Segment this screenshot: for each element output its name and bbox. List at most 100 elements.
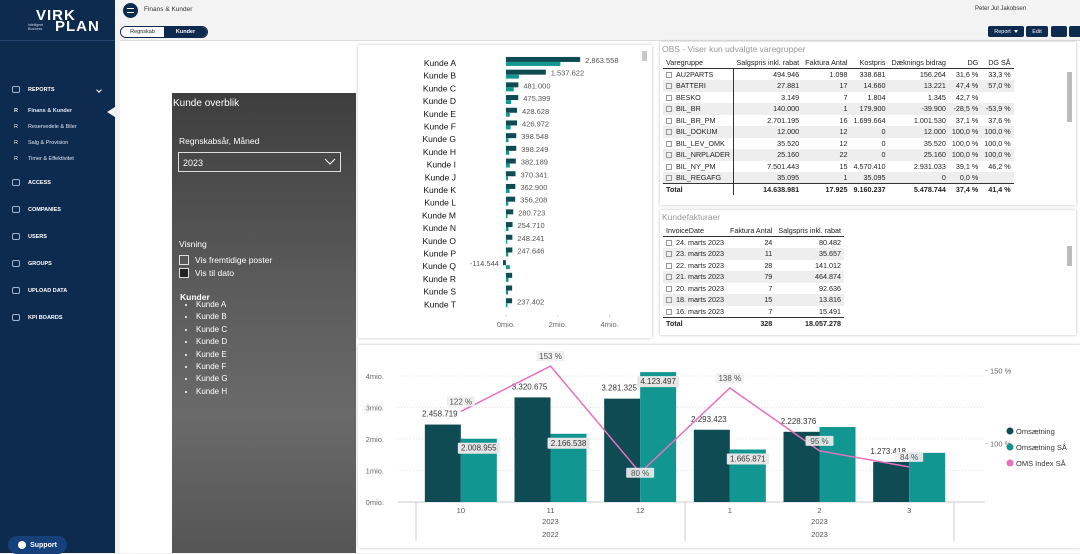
expand-icon[interactable] <box>666 140 672 147</box>
view-option[interactable]: Vis til dato <box>179 266 272 279</box>
column-header[interactable]: Varegruppe <box>663 57 734 69</box>
expand-icon[interactable] <box>666 117 672 124</box>
nav-label: GROUPS <box>28 260 52 267</box>
view-option[interactable]: Vis fremtidige poster <box>179 253 272 266</box>
nav-item[interactable]: ACCESS <box>12 179 51 186</box>
icon-button[interactable] <box>1069 26 1080 37</box>
nav-icon <box>12 233 20 240</box>
customer-item[interactable]: Kunde G <box>196 373 228 385</box>
user-name[interactable]: Peter Jul Jakobsen <box>975 6 1027 12</box>
topbar: Finans & Kunder Peter Jul Jakobsen Regns… <box>115 0 1080 40</box>
cell: BIL_NRPLADER <box>663 149 734 161</box>
column-header[interactable]: Kostpris <box>850 57 889 69</box>
column-header[interactable]: Salgspris inkl. rabat <box>733 57 803 69</box>
data-label: 3.281.325 <box>601 384 637 393</box>
active-indicator <box>107 107 115 117</box>
customer-item[interactable]: Kunde E <box>196 349 228 361</box>
expand-icon[interactable] <box>666 297 672 304</box>
expand-icon[interactable] <box>666 152 672 159</box>
category-label: Kunde S <box>423 287 456 297</box>
customer-item[interactable]: Kunde A <box>196 299 228 311</box>
expand-icon[interactable] <box>666 274 672 281</box>
bar <box>505 234 513 240</box>
label-background <box>637 376 680 388</box>
revenue-chart-card: 0mio. 1mio. 2mio. 3mio. 4mio. 100 % 150 % 10 11 1… <box>358 345 1080 548</box>
column-header[interactable]: DG SÅ <box>981 57 1014 69</box>
expand-icon[interactable] <box>666 262 672 269</box>
tab[interactable]: Kunder <box>164 27 207 37</box>
nav-item[interactable]: GROUPS <box>12 260 52 267</box>
page-title: Finans & Kunder <box>144 6 193 13</box>
column-header[interactable]: DG <box>948 57 982 69</box>
table-row: BATTERI 27.881 17 14.660 13.221 47,4 % 57,0 % <box>663 80 1014 92</box>
cell: 22. marts 2023 <box>663 260 727 272</box>
cell: 46,2 % <box>988 161 1011 171</box>
column-header[interactable]: InvoiceDate <box>663 225 727 237</box>
nav-item[interactable]: KPI BOARDS <box>12 314 63 321</box>
support-button[interactable]: Support <box>8 536 67 554</box>
nav-subitem[interactable]: R Timer & Effektivitet <box>14 156 74 162</box>
nav-item[interactable]: USERS <box>12 233 47 240</box>
nav-item[interactable]: COMPANIES <box>12 206 61 213</box>
nav-subitem[interactable]: R Reservedele & Biler <box>14 124 77 130</box>
legend-label[interactable]: OMS Index SÅ <box>1016 459 1066 468</box>
expand-icon[interactable] <box>666 94 672 101</box>
table-row: 24. marts 2023 24 80.482 <box>663 237 844 249</box>
cell: 41,4 % <box>981 183 1014 195</box>
expand-icon[interactable] <box>666 129 672 136</box>
column-header[interactable]: Salgspris inkl. rabat <box>775 225 845 237</box>
expand-icon[interactable] <box>666 308 672 315</box>
expand-icon[interactable] <box>666 175 672 182</box>
bar <box>505 100 512 105</box>
y-tick-label: 3mio. <box>366 404 384 413</box>
data-label: 370.341 <box>521 170 548 179</box>
nav-item[interactable]: REPORTS <box>12 86 115 93</box>
category-label: Kunde H <box>423 147 456 157</box>
view-option-label: Vis fremtidige poster <box>195 254 273 265</box>
expand-icon[interactable] <box>666 240 672 247</box>
nav-subitem[interactable]: R Finans & Kunder <box>14 108 72 114</box>
customer-item[interactable]: Kunde D <box>196 336 228 348</box>
legend-label[interactable]: Omsætning <box>1016 427 1055 436</box>
customer-item[interactable]: Kunde C <box>196 324 228 336</box>
tab[interactable]: Regnskab <box>121 27 164 37</box>
nav-icon <box>12 260 20 267</box>
nav-item[interactable]: UPLOAD DATA <box>12 287 67 294</box>
cell: 11 <box>726 248 776 260</box>
customer-item[interactable]: Kunde H <box>196 386 228 398</box>
bar <box>640 372 677 502</box>
nav-subitem[interactable]: R Salg & Provision <box>14 140 68 146</box>
cell: BESKO <box>663 92 733 104</box>
toolbar-button[interactable]: Report <box>988 26 1024 37</box>
nav: REPORTS R Finans & Kunder R Reservedele & Bi… <box>0 0 115 540</box>
expand-icon[interactable] <box>666 106 672 113</box>
toolbar-button[interactable]: Edit <box>1026 26 1048 37</box>
cell: 5.478.744 <box>888 183 949 195</box>
cell <box>981 172 1014 184</box>
expand-icon[interactable] <box>666 72 672 79</box>
customer-item[interactable]: Kunde B <box>196 311 228 323</box>
header-row: Varegruppe Salgspris inkl. rabat Faktura A… <box>663 57 1014 69</box>
expand-icon[interactable] <box>666 163 672 170</box>
column-header[interactable]: Dæknings bidrag <box>888 57 949 69</box>
period-dropdown[interactable]: 2023 <box>178 152 341 172</box>
column-header[interactable]: Faktura Antal <box>726 225 776 237</box>
category-label: Kunde F <box>424 121 456 131</box>
column-header[interactable]: Faktura Antal <box>802 57 851 69</box>
category-label: Kunde D <box>423 96 456 106</box>
nav-icon <box>12 179 20 186</box>
cell: 25.160 <box>732 149 803 161</box>
expand-icon[interactable] <box>666 285 672 292</box>
expand-icon[interactable] <box>666 251 672 258</box>
x-outer-label: 2023 <box>811 530 828 539</box>
menu-button[interactable] <box>123 3 138 18</box>
icon-button[interactable] <box>1051 26 1067 37</box>
cell: 28 <box>764 260 773 270</box>
cell: 35.095 <box>850 172 889 184</box>
cell: BATTERI <box>663 80 734 92</box>
customer-item[interactable]: Kunde F <box>196 361 228 373</box>
legend-label[interactable]: Omsætning SÅ <box>1016 443 1067 452</box>
bar <box>514 397 551 502</box>
expand-icon[interactable] <box>666 83 672 90</box>
